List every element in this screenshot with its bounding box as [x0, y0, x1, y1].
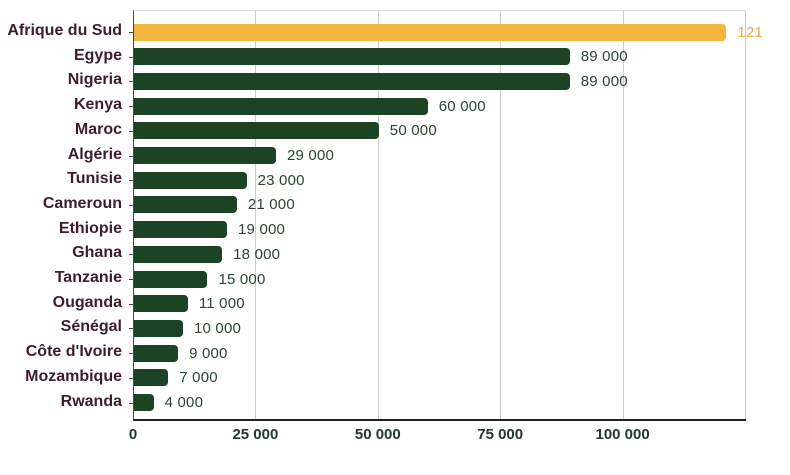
- y-axis-tick: [129, 229, 133, 231]
- bar-afrique-du-sud: [134, 23, 727, 41]
- value-label: 89 000: [580, 48, 628, 66]
- category-label: Ethiopie: [58, 219, 122, 237]
- value-label: 23 000: [257, 171, 305, 189]
- category-label: Rwanda: [60, 392, 122, 410]
- y-axis-tick: [129, 180, 133, 182]
- value-label: 7 000: [179, 369, 218, 387]
- category-axis: Afrique du Sud Egype Nigeria Kenya Maroc Algé…: [0, 10, 127, 418]
- bar-kenya: [134, 97, 428, 115]
- x-tick-label: 0: [128, 426, 138, 443]
- value-label: 89 000: [580, 72, 628, 90]
- value-label: 29 000: [286, 147, 335, 164]
- value-label: 50 000: [389, 122, 437, 140]
- category-label: Tunisie: [67, 170, 122, 188]
- value-label: 9 000: [189, 344, 228, 362]
- y-axis-tick: [129, 303, 133, 305]
- gridline: [745, 11, 746, 419]
- y-axis-tick: [129, 254, 133, 256]
- value-label: 121: [737, 23, 764, 41]
- gridline: [377, 11, 379, 419]
- category-label: Egype: [73, 46, 122, 64]
- bar-ethiopie: [134, 221, 228, 239]
- category-label: Tanzanie: [54, 269, 122, 286]
- y-axis-tick: [129, 32, 133, 33]
- bar-ouganda: [134, 295, 188, 313]
- value-label: 10 000: [193, 319, 242, 337]
- value-label: 60 000: [438, 97, 486, 115]
- bar-tanzanie: [134, 270, 208, 288]
- category-label: Ouganda: [52, 293, 122, 311]
- bar-mozambique: [134, 369, 169, 387]
- category-label: Sénégal: [60, 318, 122, 336]
- y-axis-tick: [129, 402, 133, 404]
- bar-ghana: [134, 245, 223, 263]
- bar-cameroun: [134, 196, 237, 214]
- value-label: 15 000: [218, 270, 266, 288]
- x-tick-label: 25 000: [232, 426, 279, 443]
- y-axis-tick: [129, 353, 133, 355]
- category-label: Côte d'Ivoire: [25, 343, 122, 361]
- x-tick-label: 100 000: [595, 426, 650, 443]
- gridline: [255, 11, 257, 419]
- bar-tunisie: [134, 171, 247, 189]
- bar-alg-rie: [134, 147, 276, 164]
- x-tick-label: 50 000: [354, 426, 401, 443]
- gridline: [500, 11, 502, 419]
- bar-nigeria: [134, 72, 570, 90]
- bar-s-n-gal: [134, 319, 183, 337]
- category-label: Ghana: [72, 244, 122, 262]
- value-label: 18 000: [233, 245, 281, 263]
- y-axis-tick: [129, 56, 133, 58]
- category-label: Afrique du Sud: [7, 22, 122, 39]
- bar-maroc: [134, 122, 379, 140]
- value-label: 11 000: [198, 295, 245, 313]
- value-label: 19 000: [238, 221, 286, 239]
- y-axis-tick: [129, 377, 133, 379]
- value-label: 21 000: [247, 196, 295, 214]
- y-axis-tick: [129, 130, 133, 132]
- category-label: Kenya: [73, 96, 122, 114]
- y-axis-tick: [129, 81, 133, 83]
- category-label: Cameroun: [42, 194, 122, 212]
- y-axis-tick: [129, 204, 133, 206]
- plot-area: 121 89 000 89 000 60 000 50 000 29 000 23 000 2…: [129, 10, 763, 421]
- x-axis: 0 25 000 50 000 75 000 100 000: [129, 426, 745, 446]
- bar-egype: [134, 48, 570, 66]
- bar-c-te-d-ivoire: [134, 344, 179, 362]
- y-axis-tick: [129, 155, 133, 157]
- y-axis-tick: [129, 106, 133, 108]
- category-label: Maroc: [74, 120, 122, 138]
- bar-rwanda: [134, 394, 154, 411]
- gridline: [622, 11, 624, 419]
- y-axis-tick: [129, 328, 133, 330]
- value-label: 4 000: [164, 394, 204, 411]
- x-tick-label: 75 000: [477, 426, 524, 443]
- y-axis-tick: [129, 279, 133, 280]
- category-label: Mozambique: [25, 367, 122, 385]
- category-label: Algérie: [67, 145, 122, 163]
- category-label: Nigeria: [67, 71, 122, 89]
